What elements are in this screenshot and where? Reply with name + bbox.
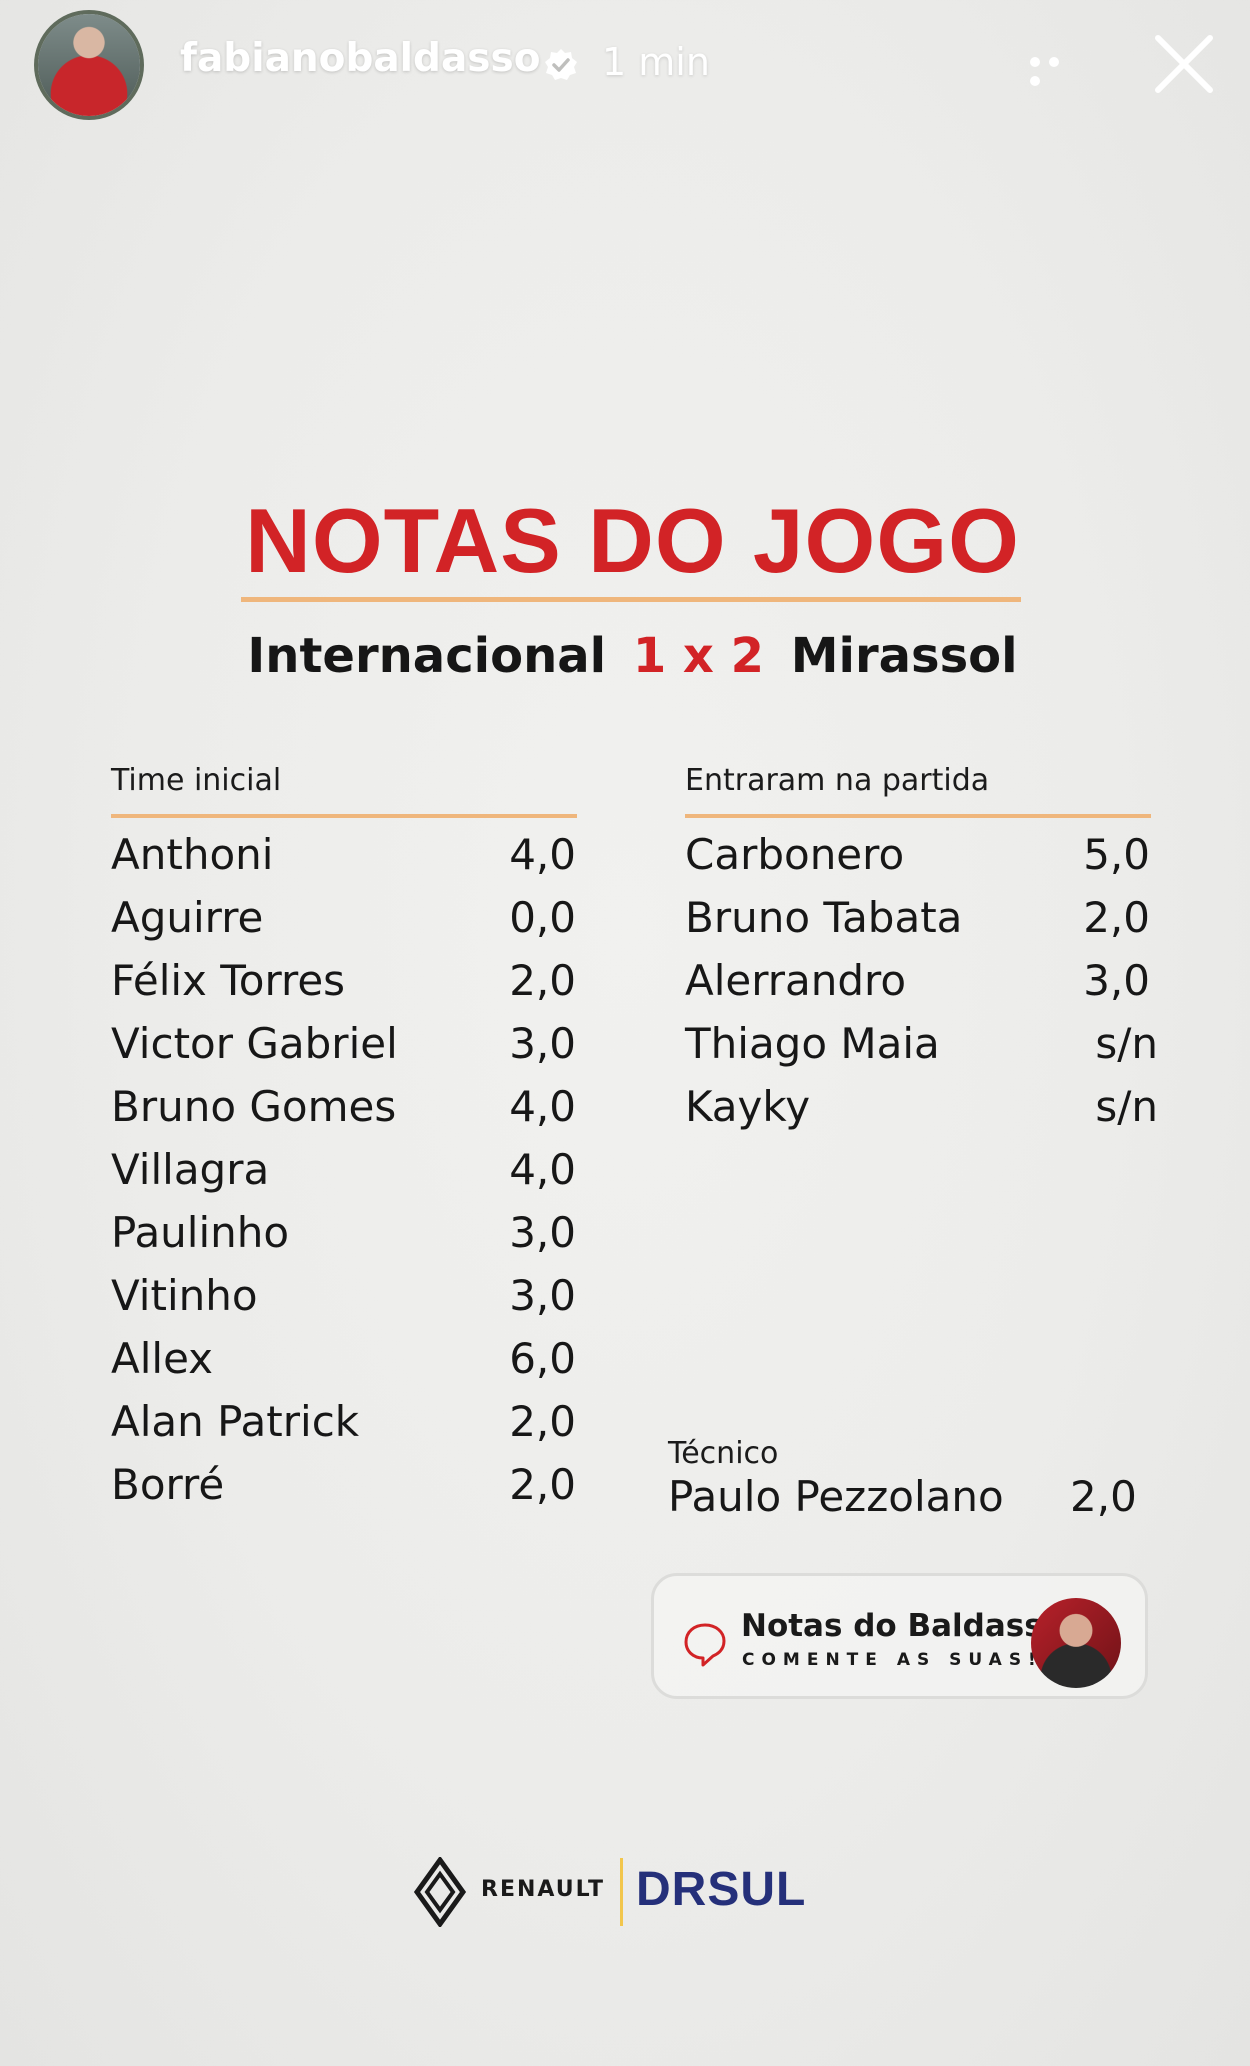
sub-name: Carbonero	[685, 830, 905, 879]
baldasso-avatar	[1031, 1598, 1121, 1688]
starters-heading: Time inicial	[111, 763, 282, 798]
renault-logo-icon	[413, 1857, 467, 1927]
coach-name: Paulo Pezzolano	[668, 1472, 1004, 1521]
starter-name: Borré	[111, 1460, 225, 1509]
sub-grade: s/n	[1095, 1082, 1158, 1131]
match-score: 1 x 2	[632, 628, 764, 684]
starter-grade: 4,0	[509, 1082, 576, 1131]
renault-wordmark: RENAULT	[481, 1877, 605, 1902]
starter-grade: 4,0	[509, 1145, 576, 1194]
sub-name: Bruno Tabata	[685, 893, 963, 942]
page-title: NOTAS DO JOGO	[245, 491, 1020, 592]
home-team: Internacional	[247, 628, 607, 684]
starter-name: Bruno Gomes	[111, 1082, 397, 1131]
sub-grade: 2,0	[1083, 893, 1150, 942]
drsul-wordmark: DRSUL	[636, 1863, 807, 1916]
starter-grade: 2,0	[509, 956, 576, 1005]
starter-name: Paulinho	[111, 1208, 290, 1257]
card-subtitle: COMENTE AS SUAS!	[742, 1650, 1043, 1670]
verified-badge-icon	[545, 49, 577, 80]
title-divider	[241, 597, 1021, 602]
starter-name: Vitinho	[111, 1271, 258, 1320]
card-title: Notas do Baldasso	[741, 1608, 1064, 1644]
sub-name: Kayky	[685, 1082, 811, 1131]
sub-grade: 5,0	[1083, 830, 1150, 879]
starters-divider	[111, 814, 577, 818]
sub-grade: s/n	[1095, 1019, 1158, 1068]
sub-name: Alerrandro	[685, 956, 907, 1005]
chat-bubble-icon	[684, 1623, 726, 1667]
starter-grade: 6,0	[509, 1334, 576, 1383]
story-time: 1 min	[602, 40, 710, 84]
starter-name: Félix Torres	[111, 956, 346, 1005]
starter-grade: 4,0	[509, 830, 576, 879]
sub-name: Thiago Maia	[685, 1019, 940, 1068]
starter-name: Aguirre	[111, 893, 264, 942]
starter-grade: 0,0	[509, 893, 576, 942]
match-result: Internacional 1 x 2 Mirassol	[0, 628, 1250, 684]
starter-grade: 2,0	[509, 1460, 576, 1509]
starter-name: Villagra	[111, 1145, 270, 1194]
starter-name: Alan Patrick	[111, 1397, 360, 1446]
close-icon[interactable]	[1152, 32, 1216, 96]
starter-grade: 3,0	[509, 1208, 576, 1257]
starter-grade: 3,0	[509, 1271, 576, 1320]
starter-name: Anthoni	[111, 830, 274, 879]
story-username[interactable]: fabianobaldasso	[180, 36, 541, 81]
starter-name: Allex	[111, 1334, 214, 1383]
starter-grade: 2,0	[509, 1397, 576, 1446]
coach-label: Técnico	[668, 1436, 779, 1471]
coach-grade: 2,0	[1070, 1472, 1137, 1521]
sponsor-divider	[620, 1858, 623, 1926]
profile-avatar[interactable]	[38, 14, 140, 116]
starter-grade: 3,0	[509, 1019, 576, 1068]
starter-name: Victor Gabriel	[111, 1019, 398, 1068]
more-dots-icon[interactable]	[1030, 52, 1086, 86]
subs-heading: Entraram na partida	[685, 763, 990, 798]
subs-divider	[685, 814, 1151, 818]
away-team: Mirassol	[790, 628, 1018, 684]
sub-grade: 3,0	[1083, 956, 1150, 1005]
